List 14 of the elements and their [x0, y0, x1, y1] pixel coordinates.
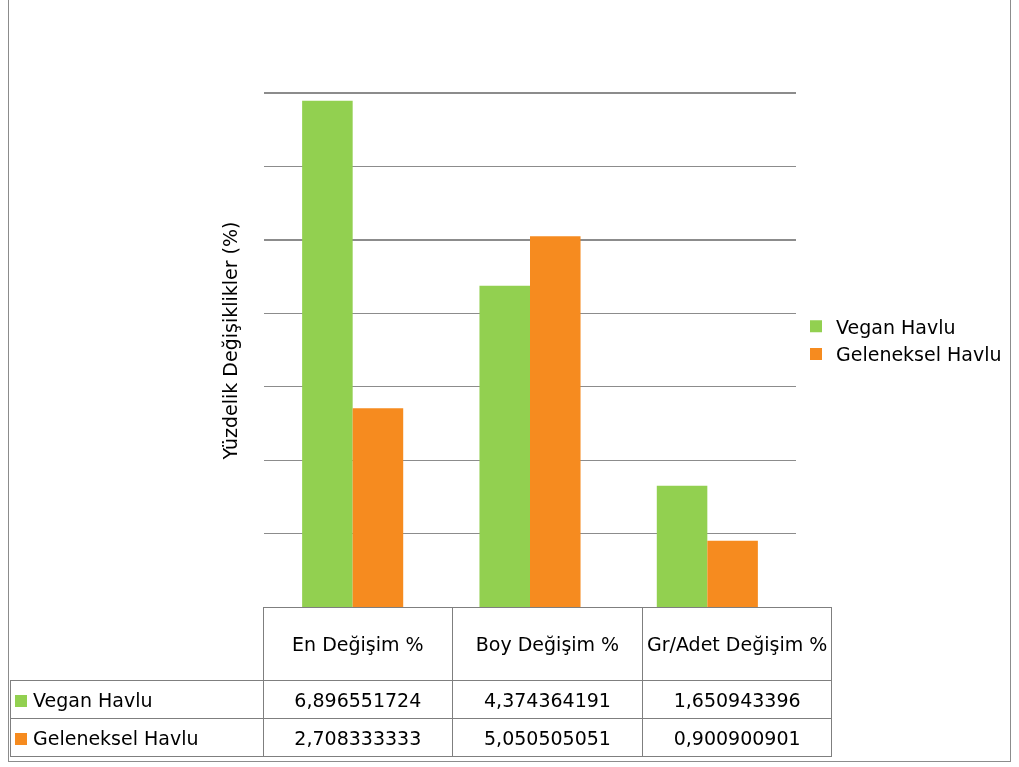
data-label: 6,896551724: [263, 680, 453, 719]
data-label: 5,050505051: [452, 718, 643, 757]
legend-label: Geleneksel Havlu: [836, 343, 1002, 366]
data-label: 4,374364191: [452, 680, 643, 719]
text: Geleneksel Havlu: [33, 726, 199, 749]
y-axis-title: Yüzdelik Değişiklikler (%): [218, 221, 241, 461]
x-tick-label: En Değişim %: [263, 607, 453, 681]
data-label: 1,650943396: [642, 680, 832, 719]
x-tick-label: Gr/Adet Değişim %: [642, 607, 832, 681]
text: Vegan Havlu: [33, 688, 153, 711]
legend-label: Vegan Havlu: [836, 315, 956, 338]
data-label: 2,708333333: [263, 718, 453, 757]
data-label: 0,900900901: [642, 718, 832, 757]
x-tick-label: Boy Değişim %: [452, 607, 643, 681]
